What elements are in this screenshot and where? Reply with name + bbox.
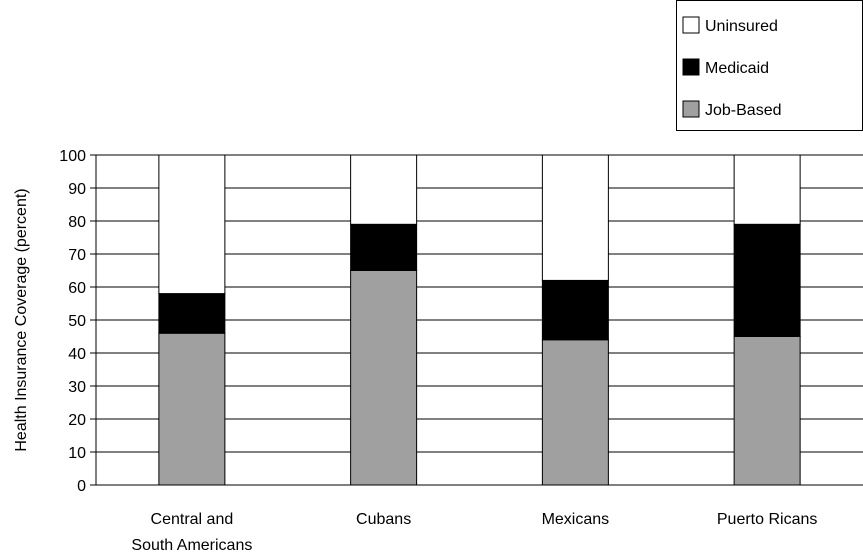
x-tick-label: Cubans <box>356 511 411 528</box>
y-tick-label: 60 <box>68 280 86 297</box>
legend: Uninsured Medicaid Job-Based <box>676 0 863 131</box>
legend-swatch <box>682 16 700 34</box>
x-tick-label: Puerto Ricans <box>717 511 818 528</box>
x-tick-label: Central and <box>151 511 234 528</box>
legend-swatch <box>682 58 700 76</box>
y-tick-label: 90 <box>68 181 86 198</box>
x-tick-labels: Central and South Americans Cubans Mexicans… <box>131 511 817 554</box>
x-tick-label: Mexicans <box>542 511 610 528</box>
bar-uninsured <box>541 154 609 281</box>
bar-medicaid <box>733 223 801 337</box>
y-tick-label: 70 <box>68 247 86 264</box>
legend-label: Uninsured <box>705 18 778 35</box>
x-tick-label: South Americans <box>131 537 252 554</box>
y-tick-label: 10 <box>68 445 86 462</box>
bar-medicaid <box>350 223 418 272</box>
y-tick-label: 0 <box>77 478 86 495</box>
legend-label: Job-Based <box>705 102 782 119</box>
y-tick-label: 80 <box>68 214 86 231</box>
y-tick-label: 40 <box>68 346 86 363</box>
bar-job-based <box>158 332 226 486</box>
bar-medicaid <box>158 293 226 334</box>
bar-uninsured <box>350 154 418 225</box>
y-axis-label: Health Insurance Coverage (percent) <box>13 188 30 451</box>
bar-uninsured <box>158 154 226 295</box>
legend-label: Medicaid <box>705 60 769 77</box>
y-tick-label: 50 <box>68 313 86 330</box>
bar-job-based <box>350 270 418 486</box>
bars <box>158 154 801 486</box>
legend-swatch <box>682 100 700 118</box>
y-tick-label: 20 <box>68 412 86 429</box>
legend-box <box>676 0 863 131</box>
bar-job-based <box>733 336 801 486</box>
bar-job-based <box>541 339 609 486</box>
y-tick-label: 30 <box>68 379 86 396</box>
y-tick-label: 100 <box>59 148 86 165</box>
bar-uninsured <box>733 154 801 225</box>
bar-medicaid <box>541 279 609 341</box>
y-tick-labels: 0 10 20 30 40 50 60 70 80 90 100 <box>59 148 86 495</box>
